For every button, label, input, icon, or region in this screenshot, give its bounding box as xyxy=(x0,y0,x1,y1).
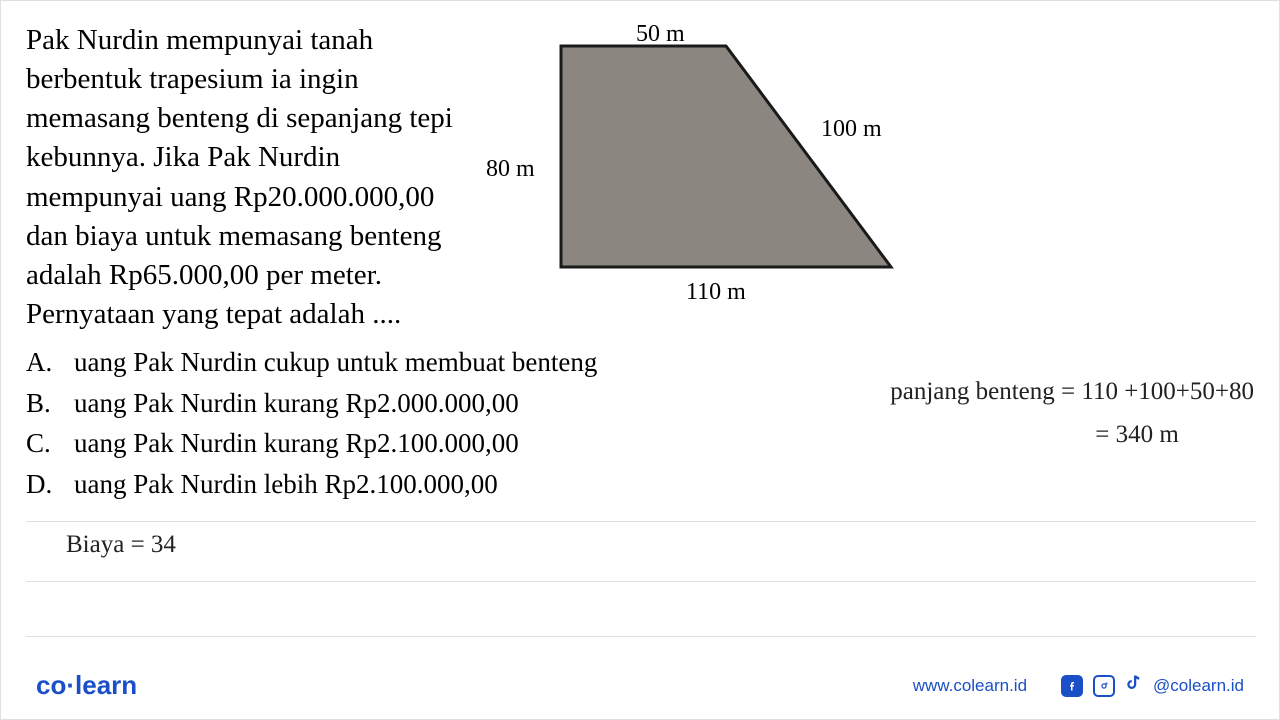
ruled-line xyxy=(26,636,1256,637)
option-text: uang Pak Nurdin kurang Rp2.000.000,00 xyxy=(74,383,519,424)
logo-learn: learn xyxy=(75,670,137,700)
tiktok-icon[interactable] xyxy=(1125,673,1143,699)
ruled-line xyxy=(26,581,1256,582)
trapezoid-shape xyxy=(561,46,891,267)
logo-co: co xyxy=(36,670,66,700)
label-left: 80 m xyxy=(486,156,535,183)
brand-logo: co·learn xyxy=(36,670,137,701)
option-text: uang Pak Nurdin kurang Rp2.100.000,00 xyxy=(74,423,519,464)
option-d: D. uang Pak Nurdin lebih Rp2.100.000,00 xyxy=(26,464,1254,505)
ruled-line xyxy=(26,521,1256,522)
option-text: uang Pak Nurdin lebih Rp2.100.000,00 xyxy=(74,464,498,505)
label-bottom: 110 m xyxy=(686,279,746,306)
label-right: 100 m xyxy=(821,116,882,143)
footer-right: www.colearn.id @colearn.id xyxy=(913,673,1244,699)
logo-separator: · xyxy=(66,670,75,700)
handwriting-panjang: panjang benteng = 110 +100+50+80 = 340 m xyxy=(890,371,1254,456)
option-letter: B. xyxy=(26,383,56,424)
handwriting-line2: = 340 m xyxy=(890,414,1254,457)
facebook-icon[interactable] xyxy=(1061,675,1083,697)
trapezoid-svg xyxy=(486,21,916,311)
handwriting-line1: panjang benteng = 110 +100+50+80 xyxy=(890,371,1254,414)
instagram-icon[interactable] xyxy=(1093,675,1115,697)
option-letter: D. xyxy=(26,464,56,505)
option-letter: C. xyxy=(26,423,56,464)
label-top: 50 m xyxy=(636,21,685,48)
handwriting-biaya: Biaya = 34 xyxy=(66,531,176,559)
option-text: uang Pak Nurdin cukup untuk membuat bent… xyxy=(74,342,597,383)
trapezoid-figure: 50 m 80 m 100 m 110 m xyxy=(486,21,916,311)
option-letter: A. xyxy=(26,342,56,383)
footer-handle[interactable]: @colearn.id xyxy=(1153,676,1244,696)
question-text: Pak Nurdin mempunyai tanah berbentuk tra… xyxy=(26,21,466,334)
footer-url[interactable]: www.colearn.id xyxy=(913,676,1027,696)
footer: co·learn www.colearn.id @colearn.id xyxy=(1,670,1279,701)
